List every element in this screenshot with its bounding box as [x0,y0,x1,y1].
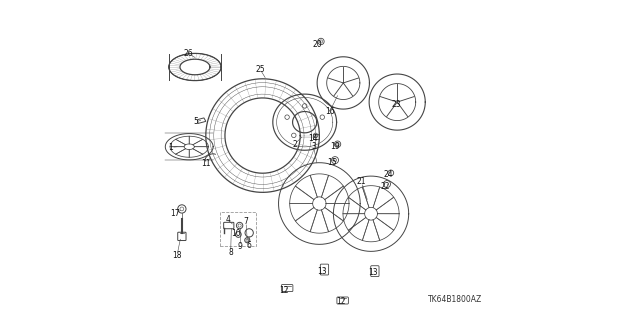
Text: 11: 11 [201,159,211,168]
Text: 25: 25 [255,65,265,74]
Text: 2: 2 [292,140,297,149]
Text: 20: 20 [313,40,323,48]
Text: 1: 1 [168,143,173,152]
Text: 12: 12 [279,286,289,295]
Text: 9: 9 [238,242,243,251]
Bar [220,212,256,246]
Text: 12: 12 [336,297,346,306]
Text: 5: 5 [194,117,198,126]
Text: TK64B1800AZ: TK64B1800AZ [428,295,482,304]
Text: 8: 8 [228,248,233,256]
Text: 13: 13 [317,267,326,276]
Text: 3: 3 [311,142,316,151]
Text: 14: 14 [308,134,318,143]
Text: 13: 13 [368,268,378,277]
Text: 15: 15 [327,158,337,167]
Text: 7: 7 [244,217,248,226]
Text: 6: 6 [246,241,251,250]
Text: 4: 4 [226,215,230,224]
Text: 21: 21 [356,177,366,186]
Text: 26: 26 [184,49,193,58]
Text: 16: 16 [324,107,334,116]
Text: 19: 19 [330,142,340,151]
Text: 22: 22 [380,182,390,191]
Text: 23: 23 [392,100,401,109]
Text: 10: 10 [231,229,241,238]
Text: 17: 17 [170,209,180,218]
Text: 24: 24 [383,170,393,179]
Text: 18: 18 [172,251,182,260]
